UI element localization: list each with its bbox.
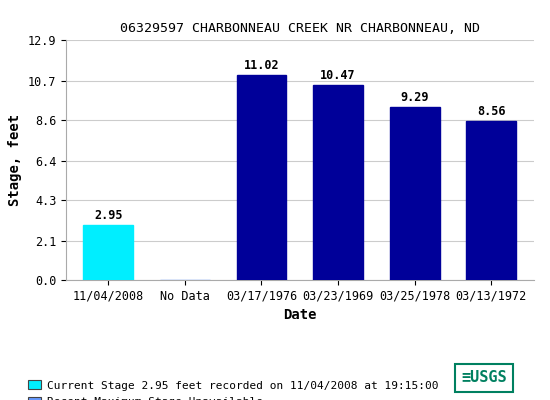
Text: 8.56: 8.56 (477, 105, 505, 118)
Legend: Current Stage 2.95 feet recorded on 11/04/2008 at 19:15:00, Recent Maximum Stage: Current Stage 2.95 feet recorded on 11/0… (25, 377, 442, 400)
X-axis label: Date: Date (283, 308, 316, 322)
Text: 9.29: 9.29 (400, 91, 429, 104)
Bar (390, 107, 439, 280)
Text: ≡USGS: ≡USGS (461, 370, 507, 386)
Bar (83, 225, 133, 280)
Bar (313, 85, 363, 280)
Y-axis label: Stage, feet: Stage, feet (8, 114, 22, 206)
Bar (236, 75, 287, 280)
Title: 06329597 CHARBONNEAU CREEK NR CHARBONNEAU, ND: 06329597 CHARBONNEAU CREEK NR CHARBONNEA… (120, 22, 480, 35)
Text: 10.47: 10.47 (320, 70, 356, 82)
Text: 11.02: 11.02 (244, 59, 279, 72)
Bar (466, 121, 516, 280)
Text: 2.95: 2.95 (94, 209, 123, 222)
